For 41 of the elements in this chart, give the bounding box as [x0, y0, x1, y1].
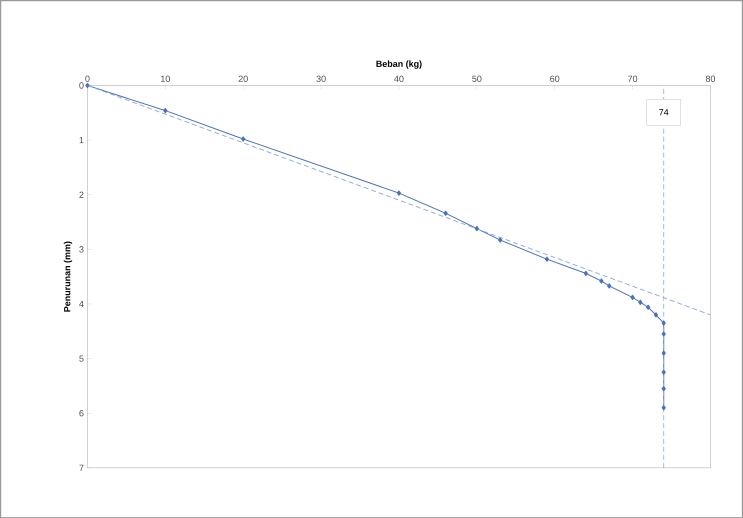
x-tick-label: 80	[706, 75, 716, 82]
point	[654, 312, 658, 318]
point	[599, 278, 604, 284]
point	[396, 190, 402, 196]
x-tick-label: 70	[628, 75, 638, 82]
y-tick-label: 6	[79, 410, 84, 416]
point	[662, 404, 666, 410]
x-tick-label: 20	[238, 75, 248, 82]
x-tick-label: 10	[161, 75, 170, 82]
point	[662, 386, 666, 392]
point	[638, 299, 642, 305]
y-tick-label: 0	[79, 82, 84, 88]
point	[544, 256, 550, 262]
y-tick-label: 2	[79, 191, 84, 198]
point	[662, 320, 666, 326]
point	[630, 294, 635, 300]
point	[241, 136, 246, 142]
y-tick-label: 5	[79, 355, 84, 362]
y-tick-label: 7	[79, 464, 84, 471]
x-tick-label: 50	[472, 75, 482, 82]
x-tick-label: 0	[85, 75, 90, 82]
y-tick-label: 4	[79, 300, 84, 307]
x-tick-label: 60	[550, 75, 560, 82]
y-tick-label: 1	[80, 136, 84, 143]
point	[444, 210, 448, 216]
point	[662, 331, 666, 337]
point	[474, 226, 479, 232]
point	[163, 108, 168, 114]
point	[498, 237, 502, 243]
ref-line-label: 74	[659, 108, 668, 116]
x-tick-label: 40	[394, 75, 404, 82]
point	[662, 369, 666, 375]
point	[85, 82, 90, 88]
y-axis-title: Penurunan (mm)	[64, 241, 72, 312]
point	[646, 304, 650, 310]
x-axis-title: Beban (kg)	[376, 60, 422, 69]
y-tick-label: 3	[79, 246, 84, 252]
x-tick-label: 30	[316, 75, 326, 82]
point	[662, 350, 666, 356]
point	[584, 270, 588, 276]
point	[607, 283, 612, 288]
